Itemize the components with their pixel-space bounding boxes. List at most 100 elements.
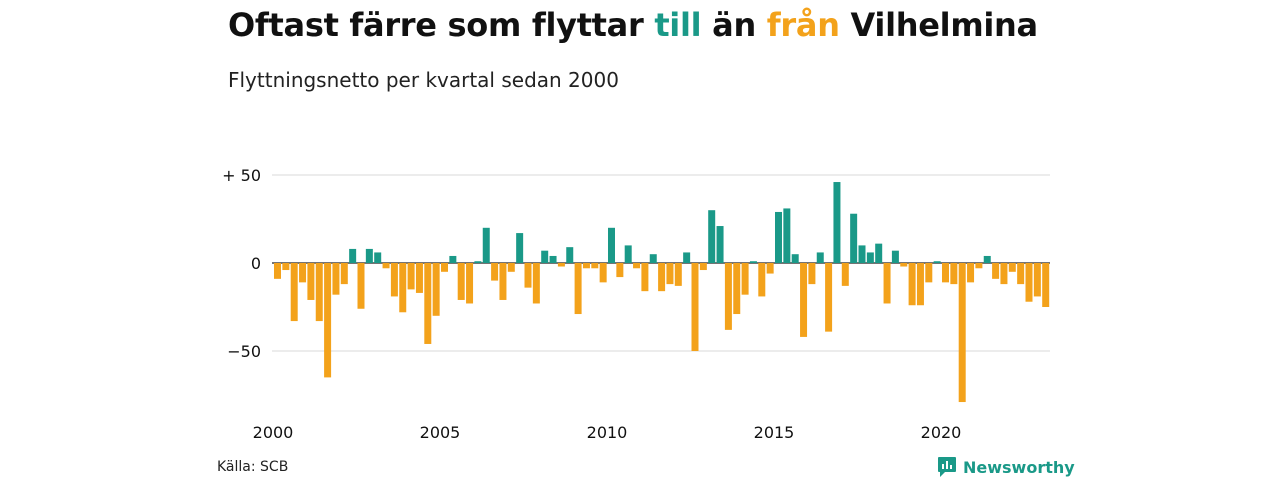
bar xyxy=(758,263,766,297)
bar xyxy=(933,261,941,263)
bar xyxy=(858,245,866,263)
bar xyxy=(791,254,799,263)
bar xyxy=(507,263,515,272)
bar xyxy=(1017,263,1025,285)
bar xyxy=(1000,263,1008,285)
bar xyxy=(691,263,699,351)
bar xyxy=(699,263,707,271)
bar xyxy=(499,263,507,300)
bar xyxy=(582,263,590,269)
bar xyxy=(816,252,824,263)
source-note: Källa: SCB xyxy=(217,459,289,475)
bar xyxy=(349,248,357,263)
bar xyxy=(783,208,791,263)
bar xyxy=(749,261,757,263)
bar xyxy=(983,255,991,263)
bar xyxy=(674,263,682,286)
bar xyxy=(1042,263,1050,307)
bar xyxy=(708,210,716,263)
bar xyxy=(532,263,540,304)
bar xyxy=(599,263,607,283)
bar xyxy=(591,263,599,269)
bar xyxy=(808,263,816,285)
bar xyxy=(274,263,281,279)
bar xyxy=(365,248,373,263)
bar xyxy=(683,252,691,263)
x-tick-label: 2005 xyxy=(420,423,461,442)
x-tick-label: 2010 xyxy=(587,423,628,442)
bar xyxy=(415,263,423,293)
bar xyxy=(891,250,899,263)
bar xyxy=(457,263,465,300)
y-tick-label: 0 xyxy=(251,254,261,273)
bar xyxy=(307,263,315,300)
bar xyxy=(992,263,1000,279)
newsworthy-logo-icon xyxy=(938,457,956,477)
bar xyxy=(549,255,557,263)
bar xyxy=(716,226,724,263)
x-tick-label: 2000 xyxy=(253,423,294,442)
bar xyxy=(908,263,916,306)
bar xyxy=(883,263,891,304)
bar xyxy=(841,263,849,286)
bar xyxy=(741,263,749,295)
title-highlight-fran: från xyxy=(766,6,840,44)
bar xyxy=(290,263,298,322)
bar xyxy=(340,263,348,285)
bar xyxy=(950,263,958,285)
bar xyxy=(399,263,407,313)
bar xyxy=(942,263,949,283)
y-tick-label: + 50 xyxy=(222,166,261,185)
bar xyxy=(649,254,657,263)
bar xyxy=(875,243,883,263)
bar xyxy=(491,263,499,281)
bar xyxy=(524,263,532,288)
bar xyxy=(432,263,440,316)
bar xyxy=(424,263,432,344)
bar xyxy=(332,263,340,295)
bar xyxy=(441,263,448,272)
bar xyxy=(474,261,482,263)
bar xyxy=(775,211,782,263)
bar xyxy=(658,263,666,292)
bar xyxy=(282,263,290,271)
bar xyxy=(557,263,565,267)
bar xyxy=(850,213,858,263)
bar xyxy=(541,250,549,263)
title-part-2: än xyxy=(701,6,767,44)
y-tick-label: −50 xyxy=(227,342,261,361)
brand-logo: Newsworthy xyxy=(937,456,1075,478)
bar xyxy=(299,263,307,283)
title-part-1: Oftast färre som flyttar xyxy=(228,6,655,44)
bar xyxy=(724,263,732,330)
x-tick-label: 2015 xyxy=(754,423,795,442)
bar xyxy=(407,263,415,290)
bar xyxy=(624,245,632,263)
bar xyxy=(967,263,975,283)
bar xyxy=(574,263,582,315)
bar xyxy=(825,263,833,332)
title-highlight-till: till xyxy=(654,6,702,44)
bar xyxy=(958,263,966,403)
bar xyxy=(900,263,908,267)
chart-subtitle: Flyttningsnetto per kvartal sedan 2000 xyxy=(228,68,619,92)
bar xyxy=(1008,263,1016,272)
bar xyxy=(925,263,933,283)
bar xyxy=(800,263,808,337)
bar xyxy=(390,263,398,297)
bar xyxy=(324,263,332,378)
bar xyxy=(616,263,624,278)
bar xyxy=(382,263,390,269)
bar xyxy=(633,263,641,269)
bar xyxy=(916,263,924,306)
bar xyxy=(866,252,874,263)
bar xyxy=(357,263,365,309)
bar xyxy=(482,227,490,263)
bar xyxy=(733,263,741,315)
bar xyxy=(666,263,674,285)
bar xyxy=(608,227,615,263)
bar xyxy=(1025,263,1033,302)
bar xyxy=(374,252,382,263)
bar xyxy=(766,263,774,274)
